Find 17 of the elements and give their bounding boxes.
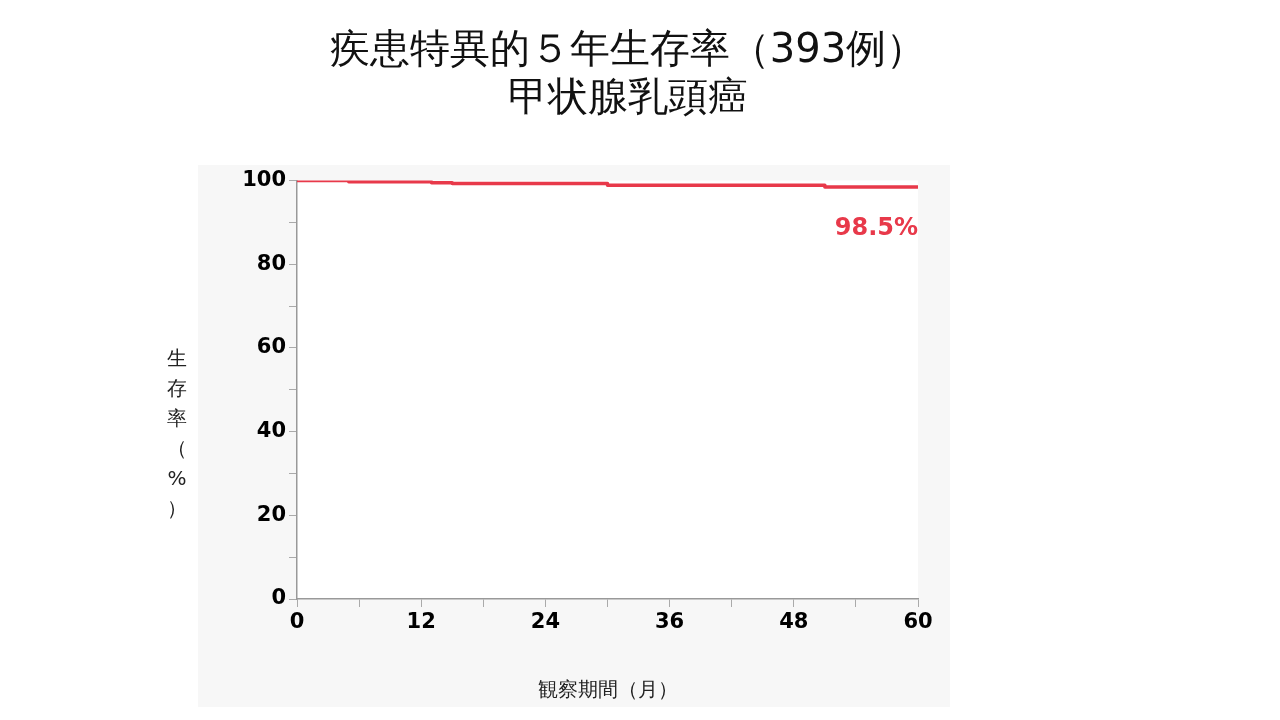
y-tick-label: 0 [271,585,286,610]
y-tick-label: 20 [256,501,286,526]
annotation: 98.5% [834,213,918,242]
x-tick-label: 24 [530,609,561,634]
x-tick-label: 48 [779,609,809,634]
y-tick-label: 60 [256,334,286,359]
y-tick-label: 80 [256,250,286,275]
x-tick-label: 36 [654,609,685,634]
x-tick-label: 12 [406,609,436,634]
y-tick-label: 100 [242,167,286,192]
x-tick-label: 60 [903,609,933,634]
chart-subtitle: 甲状腺乳頭癌 [507,72,749,120]
x-tick-label: 0 [289,609,305,634]
y-axis-title: 生存率（%） [166,345,188,522]
y-tick-label: 40 [256,418,286,443]
chart-title: 疾患特異的５年生存率（393例） [328,24,928,72]
x-axis-title: 観察期間（月） [537,677,678,702]
